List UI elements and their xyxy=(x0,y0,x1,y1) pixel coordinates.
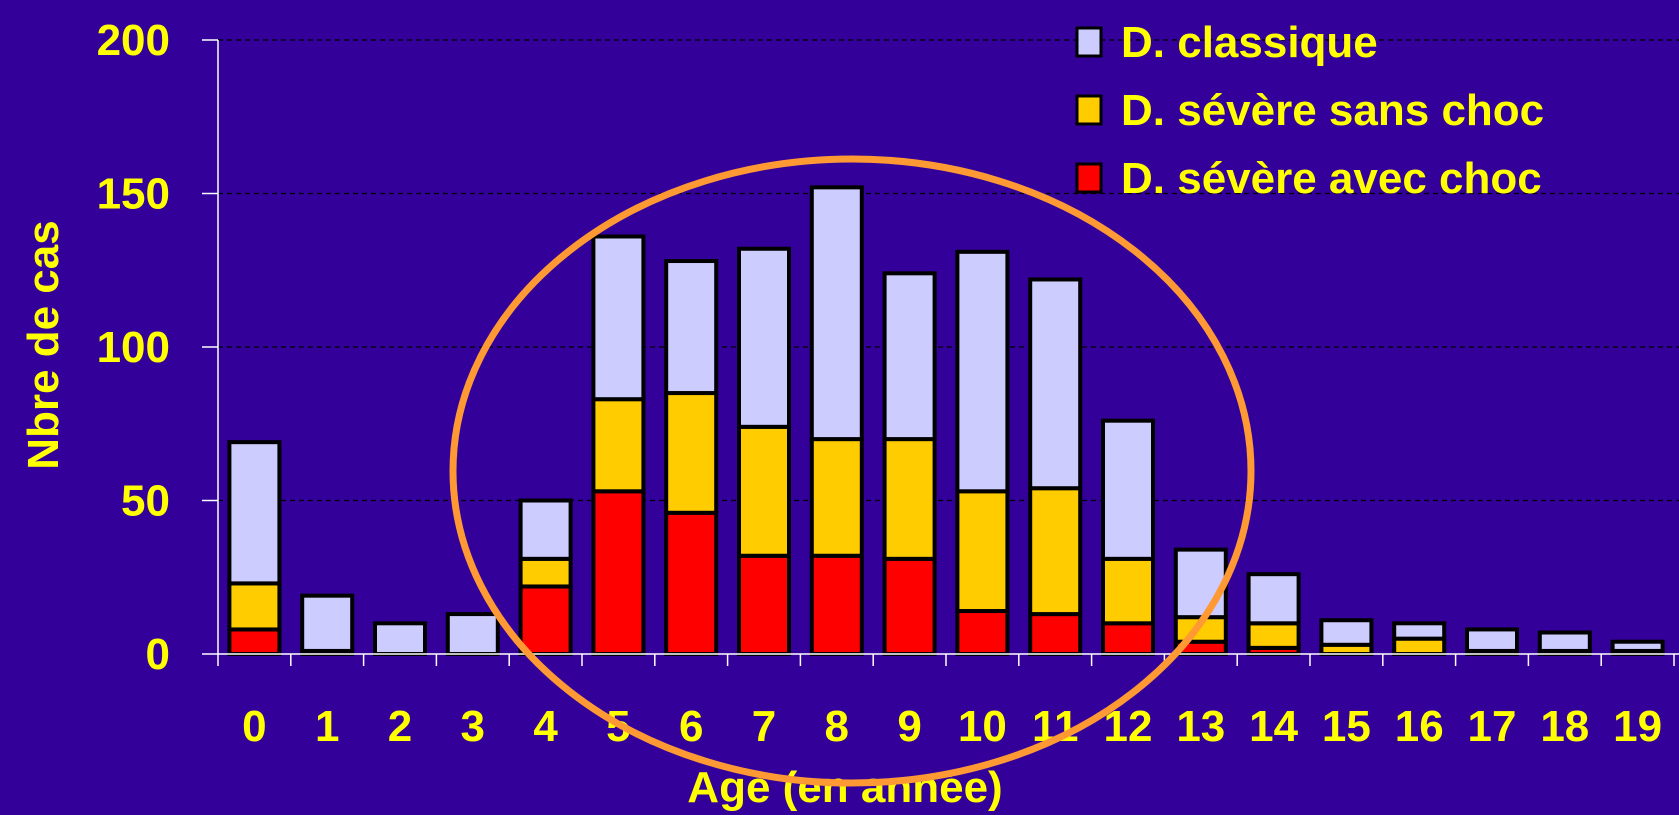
legend: D. classique D. sévère sans choc D. sévère… xyxy=(1075,18,1544,203)
highlight-ellipse xyxy=(449,155,1255,787)
bar-age-9-series-0 xyxy=(882,556,937,657)
bar-age-12-series-1 xyxy=(1101,556,1155,626)
bar-age-15-series-2 xyxy=(1319,618,1374,647)
bar-age-4-series-2 xyxy=(518,498,573,561)
y-axis-label: Nbre de cas xyxy=(19,220,68,469)
y-tick-label: 50 xyxy=(121,477,170,526)
bar-age-5-series-0 xyxy=(591,489,646,657)
bar-age-7-series-0 xyxy=(737,553,791,657)
x-tick-label: 13 xyxy=(1176,702,1225,751)
x-tick-label: 10 xyxy=(958,702,1007,751)
x-tick-label: 1 xyxy=(315,702,339,751)
x-tick-label: 3 xyxy=(461,702,485,751)
bar-age-11-series-0 xyxy=(1028,612,1083,657)
bar-age-6-series-1 xyxy=(664,391,719,515)
legend-swatch xyxy=(1075,94,1103,126)
x-tick-label: 4 xyxy=(533,702,558,751)
bar-age-10-series-0 xyxy=(955,609,1010,657)
bar-age-6-series-2 xyxy=(664,259,719,396)
bar-age-9-series-1 xyxy=(882,437,937,561)
bar-age-7-series-2 xyxy=(737,246,791,429)
bar-age-8-series-1 xyxy=(809,437,864,558)
x-tick-label: 0 xyxy=(242,702,266,751)
bar-age-11-series-2 xyxy=(1028,277,1083,491)
bars xyxy=(227,185,1665,657)
y-tick-label: 200 xyxy=(97,16,170,65)
bar-age-19-series-2 xyxy=(1610,639,1665,653)
x-tick-label: 2 xyxy=(388,702,412,751)
bar-age-1-series-2 xyxy=(300,593,355,653)
bar-age-10-series-2 xyxy=(955,249,1010,494)
x-tick-label: 8 xyxy=(825,702,849,751)
bar-age-4-series-0 xyxy=(518,584,573,657)
legend-swatch xyxy=(1075,162,1103,194)
bar-age-16-series-2 xyxy=(1392,621,1447,641)
bar-age-14-series-2 xyxy=(1246,572,1301,626)
bar-age-16-series-1 xyxy=(1392,636,1447,657)
x-tick-label: 15 xyxy=(1322,702,1371,751)
bar-age-0-series-2 xyxy=(227,440,282,586)
bar-age-8-series-0 xyxy=(809,553,864,657)
bar-age-13-series-2 xyxy=(1173,547,1228,620)
y-tick-label: 0 xyxy=(146,630,170,679)
legend-label: D. sévère avec choc xyxy=(1121,154,1542,203)
bar-age-0-series-0 xyxy=(227,627,282,657)
bar-age-6-series-0 xyxy=(664,510,719,657)
bar-age-14-series-1 xyxy=(1246,621,1301,650)
x-tick-label: 18 xyxy=(1540,702,1589,751)
bar-age-7-series-1 xyxy=(737,424,791,558)
bar-age-12-series-2 xyxy=(1101,418,1155,561)
bar-age-3-series-2 xyxy=(445,612,500,657)
legend-label: D. classique xyxy=(1121,18,1378,67)
bar-age-4-series-1 xyxy=(518,556,573,589)
x-tick-label: 19 xyxy=(1613,702,1662,751)
bar-age-11-series-1 xyxy=(1028,486,1083,617)
bar-age-18-series-2 xyxy=(1537,630,1592,653)
y-tick-labels: 0 50 100 150 200 xyxy=(97,16,170,679)
x-tick-labels: 0 1 2 3 4 5 6 7 8 9 10 11 12 13 14 15 16 17 18 19 xyxy=(242,702,1662,751)
x-tick-label: 9 xyxy=(897,702,921,751)
y-tick-label: 150 xyxy=(97,170,170,219)
bar-age-5-series-2 xyxy=(591,234,646,402)
gridlines xyxy=(218,39,1679,502)
bar-age-12-series-0 xyxy=(1101,621,1155,656)
legend-label: D. sévère sans choc xyxy=(1121,86,1544,135)
bar-age-8-series-2 xyxy=(809,185,864,442)
x-tick-label: 16 xyxy=(1395,702,1444,751)
x-tick-label: 14 xyxy=(1249,702,1298,751)
bar-age-9-series-2 xyxy=(882,271,937,442)
legend-swatch xyxy=(1075,26,1103,58)
y-tick-label: 100 xyxy=(97,323,170,372)
axes xyxy=(202,39,1679,666)
bar-age-10-series-1 xyxy=(955,489,1010,614)
x-tick-label: 7 xyxy=(752,702,776,751)
x-tick-label: 6 xyxy=(679,702,703,751)
bar-age-0-series-1 xyxy=(227,581,282,632)
bar-age-5-series-1 xyxy=(591,397,646,494)
x-tick-label: 17 xyxy=(1468,702,1517,751)
bar-age-2-series-2 xyxy=(373,621,427,656)
bar-age-17-series-2 xyxy=(1465,627,1519,653)
